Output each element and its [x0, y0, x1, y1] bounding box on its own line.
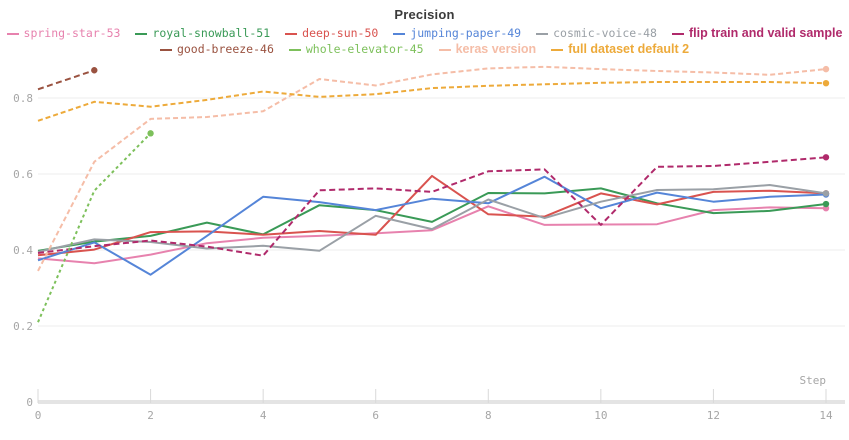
legend-item-spring-star-53[interactable]: spring-star-53: [6, 26, 121, 41]
y-axis-labels: 0.2 0.4 0.6 0.8 0: [13, 92, 33, 409]
series-line-spring-star-53[interactable]: [37, 205, 827, 265]
svg-text:2: 2: [147, 409, 154, 422]
series-endpoint-royal-snowball-51[interactable]: [822, 200, 830, 208]
legend-item-jumping-paper-49[interactable]: jumping-paper-49: [393, 26, 521, 41]
series-line-deep-sun-50[interactable]: [37, 174, 827, 257]
series-line-full-dataset-default-2[interactable]: [37, 81, 827, 122]
legend-item-full-dataset-default-2[interactable]: full dataset default 2: [551, 42, 689, 57]
svg-text:0: 0: [35, 409, 42, 422]
x-axis-labels: 0 2 4 6 8 10 12 14: [35, 409, 833, 422]
legend-label: deep-sun-50: [302, 26, 379, 40]
legend-label: spring-star-53: [23, 26, 121, 40]
series-line-jumping-paper-49[interactable]: [37, 175, 827, 276]
series-whole-elevator-45[interactable]: [37, 130, 154, 323]
legend: spring-star-53 royal-snowball-51 deep-sun-…: [0, 26, 849, 57]
solid-line-swatch-icon: [135, 32, 148, 35]
legend-item-flip-train-and-valid-sample[interactable]: flip train and valid sample: [671, 26, 843, 41]
legend-item-royal-snowball-51[interactable]: royal-snowball-51: [135, 26, 270, 41]
dashed-line-swatch-icon: [438, 48, 451, 51]
legend-label: keras version: [455, 42, 537, 56]
svg-text:10: 10: [594, 409, 607, 422]
dashed-line-swatch-icon: [671, 32, 684, 35]
legend-label: cosmic-voice-48: [553, 26, 657, 40]
legend-label: whole-elevator-45: [305, 42, 424, 56]
svg-text:0.6: 0.6: [13, 168, 33, 181]
legend-item-keras-version[interactable]: keras version: [438, 42, 537, 57]
series-endpoint-good-breeze-46[interactable]: [91, 67, 98, 74]
svg-text:0: 0: [26, 396, 33, 409]
series-line-keras-version[interactable]: [37, 65, 827, 272]
series-endpoint-keras-version[interactable]: [822, 65, 830, 73]
svg-text:0.8: 0.8: [13, 92, 33, 105]
series-endpoint-full-dataset-default-2[interactable]: [822, 79, 830, 87]
svg-text:8: 8: [485, 409, 492, 422]
dashed-line-swatch-icon: [288, 48, 301, 51]
legend-label: jumping-paper-49: [410, 26, 522, 40]
chart-title: Precision: [394, 7, 455, 22]
legend-item-good-breeze-46[interactable]: good-breeze-46: [159, 42, 274, 57]
solid-line-swatch-icon: [6, 32, 19, 35]
legend-label: good-breeze-46: [176, 42, 274, 56]
x-axis: [37, 389, 845, 404]
series-flip-train-and-valid-sample[interactable]: [37, 154, 830, 257]
svg-text:14: 14: [819, 409, 833, 422]
legend-label: full dataset default 2: [568, 42, 690, 56]
series-good-breeze-46[interactable]: [37, 67, 98, 91]
legend-item-deep-sun-50[interactable]: deep-sun-50: [285, 26, 378, 41]
svg-text:0.2: 0.2: [13, 320, 33, 333]
svg-text:0.4: 0.4: [13, 244, 33, 257]
series-full-dataset-default-2[interactable]: [37, 79, 830, 122]
legend-row-2: good-breeze-46 whole-elevator-45 keras ver…: [159, 42, 689, 57]
x-axis-title: Step: [800, 374, 827, 387]
solid-line-swatch-icon: [285, 32, 298, 35]
legend-item-whole-elevator-45[interactable]: whole-elevator-45: [288, 42, 424, 57]
legend-label: royal-snowball-51: [152, 26, 271, 40]
legend-label: flip train and valid sample: [688, 26, 843, 40]
svg-text:6: 6: [372, 409, 379, 422]
svg-text:4: 4: [260, 409, 267, 422]
series-endpoint-cosmic-voice-48[interactable]: [822, 190, 830, 197]
series-endpoint-flip-train-and-valid-sample[interactable]: [822, 154, 830, 161]
legend-row-1: spring-star-53 royal-snowball-51 deep-sun-…: [6, 26, 843, 41]
solid-line-swatch-icon: [536, 32, 549, 35]
series-endpoint-whole-elevator-45[interactable]: [147, 130, 154, 137]
dashed-line-swatch-icon: [551, 48, 564, 51]
legend-item-cosmic-voice-48[interactable]: cosmic-voice-48: [536, 26, 657, 41]
series-keras-version[interactable]: [37, 65, 830, 272]
series-line-good-breeze-46[interactable]: [37, 69, 95, 91]
series-cosmic-voice-48[interactable]: [37, 184, 830, 253]
dashed-line-swatch-icon: [159, 48, 172, 51]
series-line-cosmic-voice-48[interactable]: [37, 184, 827, 253]
svg-text:12: 12: [707, 409, 720, 422]
series-line-flip-train-and-valid-sample[interactable]: [37, 156, 827, 257]
solid-line-swatch-icon: [393, 32, 406, 35]
